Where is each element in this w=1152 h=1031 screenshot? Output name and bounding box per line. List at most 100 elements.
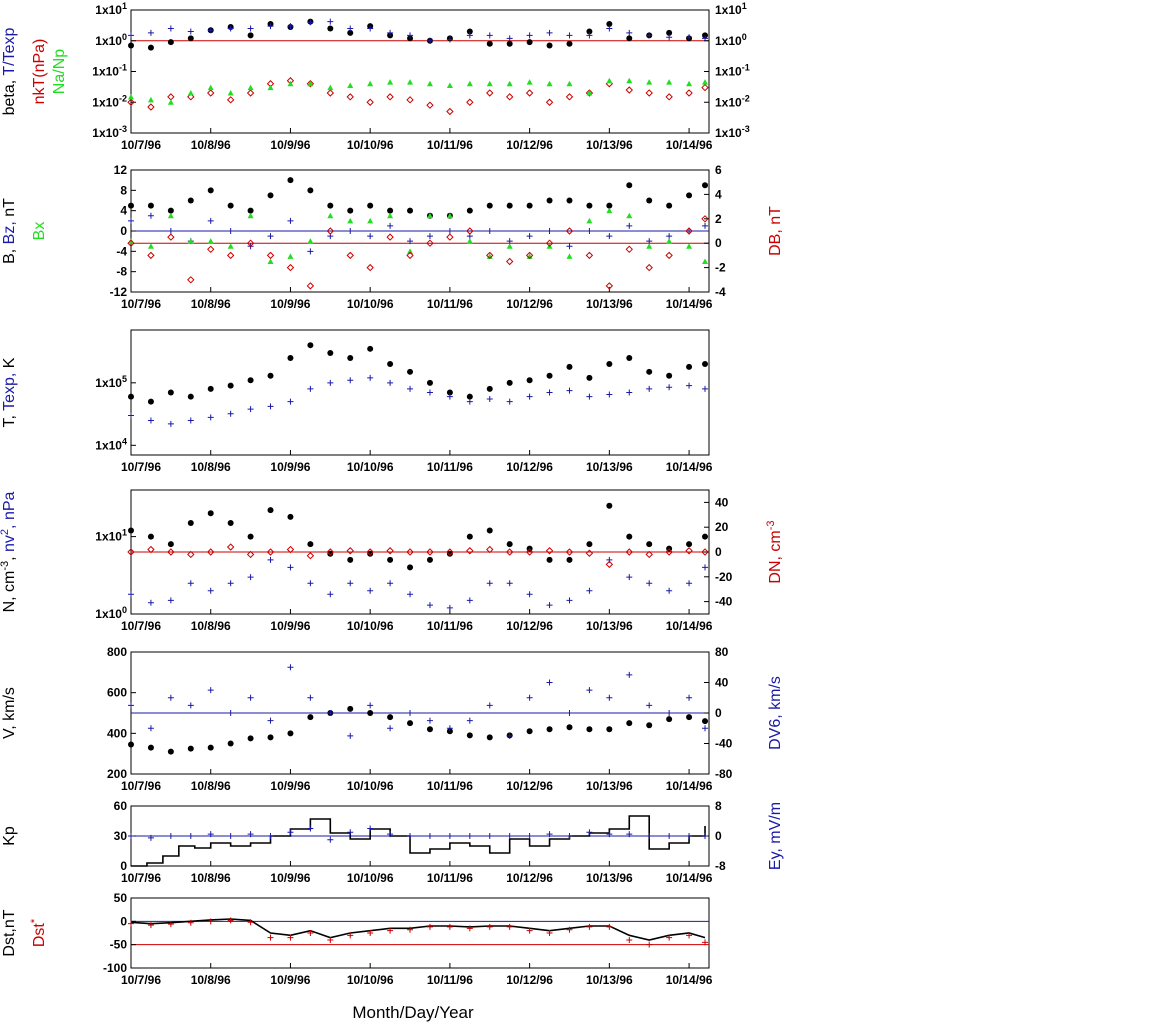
axis-label-right: DB, nT — [767, 206, 784, 256]
data-point — [247, 377, 254, 384]
data-point — [702, 361, 709, 368]
data-point — [626, 671, 633, 678]
data-point — [387, 379, 394, 386]
data-point — [227, 243, 234, 249]
data-point — [525, 251, 534, 260]
data-point — [545, 239, 554, 247]
data-point — [128, 393, 134, 400]
data-point — [546, 831, 553, 838]
data-point — [128, 217, 134, 224]
data-point — [486, 251, 494, 260]
data-point — [407, 79, 414, 85]
y2-tick-exponent: -3 — [742, 124, 750, 134]
data-point — [207, 510, 214, 517]
data-point — [646, 368, 653, 375]
y2-tick-label: 40 — [715, 676, 729, 690]
data-point — [307, 238, 314, 244]
data-point — [486, 202, 493, 209]
data-point — [645, 263, 653, 272]
data-point — [287, 80, 294, 87]
x-axis-title: Month/Day/Year — [352, 1003, 474, 1022]
data-point — [685, 89, 693, 97]
y-tick-mantissa: 1x10 — [92, 95, 119, 109]
data-point — [466, 98, 474, 106]
data-point — [585, 251, 594, 260]
y2-tick-exponent: -1 — [742, 63, 750, 73]
y-tick-label: -50 — [110, 938, 128, 952]
data-point — [626, 354, 633, 361]
data-point — [426, 101, 434, 109]
data-point — [526, 79, 533, 85]
y2-tick-label: 2 — [715, 212, 722, 226]
data-point — [267, 258, 274, 264]
axis-label-part: N, cm — [1, 571, 18, 613]
data-point — [626, 533, 633, 540]
data-point — [366, 98, 374, 106]
data-point — [486, 580, 493, 587]
data-point — [367, 374, 374, 381]
y-tick-label: 0 — [120, 859, 127, 873]
x-tick-label: 10/12/96 — [506, 871, 553, 885]
data-point — [147, 834, 154, 841]
data-point — [387, 831, 394, 838]
data-point — [327, 349, 334, 356]
data-point — [586, 687, 593, 694]
data-point — [287, 23, 294, 30]
data-point — [267, 734, 274, 741]
data-point — [227, 917, 234, 924]
data-point — [167, 694, 174, 701]
data-point — [506, 398, 513, 405]
data-point — [586, 923, 593, 930]
axis-label-left_label: Kp — [1, 826, 18, 846]
axis-label-right: Ey, mV/m — [767, 802, 784, 870]
data-point — [267, 372, 274, 379]
x-tick-label: 10/11/96 — [427, 619, 473, 633]
data-point — [466, 80, 473, 87]
x-tick-label: 10/8/96 — [191, 779, 231, 793]
y2-tick-label: 1x10-1 — [715, 63, 750, 79]
y2-tick-label: 4 — [715, 187, 722, 201]
series-black — [128, 705, 709, 755]
series-red — [127, 215, 709, 290]
data-point — [287, 177, 294, 184]
data-point — [367, 710, 374, 716]
data-point — [387, 29, 394, 36]
data-point — [207, 84, 214, 91]
data-point — [227, 382, 234, 389]
x-tick-label: 10/14/96 — [666, 973, 713, 987]
data-point — [446, 107, 454, 116]
data-point — [466, 547, 474, 555]
data-point — [506, 923, 513, 930]
data-point — [366, 263, 374, 272]
data-point — [506, 202, 513, 209]
x-tick-label: 10/10/96 — [347, 138, 394, 152]
plot-frame — [130, 9, 710, 134]
data-point — [407, 207, 414, 214]
x-tick-label: 10/14/96 — [666, 138, 713, 152]
y2-tick-label: 1x101 — [715, 1, 747, 17]
x-tick-label: 10/10/96 — [347, 460, 394, 474]
data-point — [147, 725, 154, 732]
x-tick-label: 10/11/96 — [427, 779, 473, 793]
data-point — [506, 238, 513, 245]
y-tick-label: 1x104 — [95, 436, 127, 452]
y-tick-label: -8 — [116, 265, 127, 279]
data-point — [446, 393, 453, 400]
data-point — [247, 207, 254, 214]
data-point — [167, 25, 174, 32]
data-point — [566, 710, 573, 716]
data-point — [646, 385, 653, 392]
data-point — [525, 89, 534, 97]
data-point — [546, 556, 553, 563]
x-tick-label: 10/12/96 — [506, 779, 553, 793]
data-point — [585, 549, 594, 557]
y2-tick-mantissa: 1x10 — [715, 126, 742, 140]
data-point — [446, 604, 453, 611]
data-point — [686, 382, 693, 389]
panels: 1x1011x1001x10-11x10-21x10-31x1011x1001x… — [0, 1, 784, 987]
data-point — [187, 276, 195, 284]
data-point — [486, 385, 493, 392]
data-point — [702, 258, 709, 264]
data-point — [187, 393, 194, 400]
series-blue — [128, 556, 709, 611]
